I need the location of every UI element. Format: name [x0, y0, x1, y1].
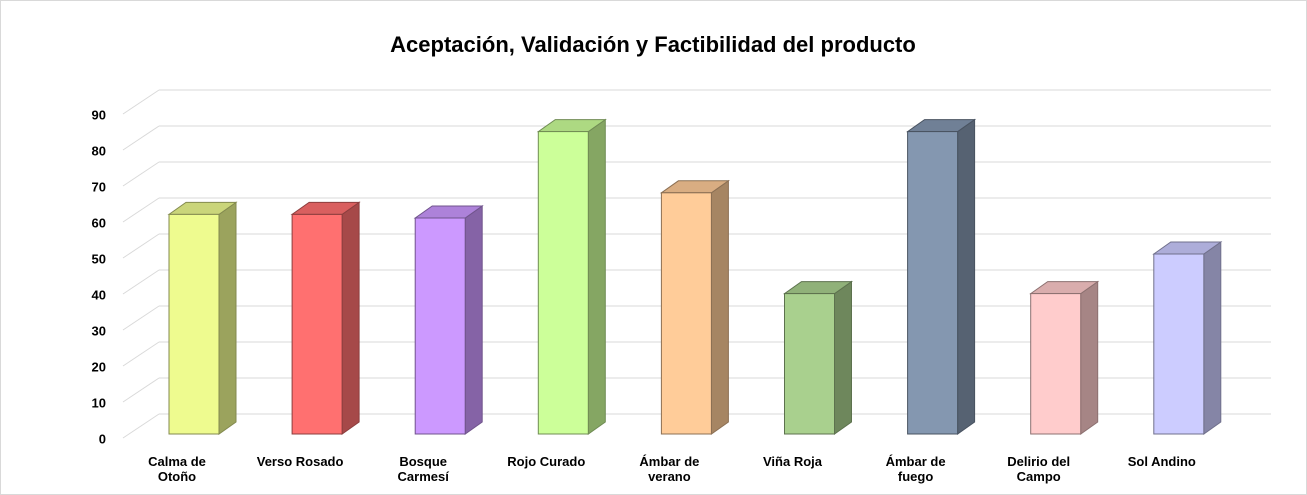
y-tick-label: 20 — [92, 359, 106, 374]
bar — [907, 131, 959, 435]
bar — [1030, 293, 1082, 435]
bar — [291, 213, 343, 435]
grid-line-side — [122, 125, 160, 151]
y-tick-label: 0 — [99, 431, 106, 446]
grid-line-side — [122, 377, 160, 403]
grid-line-side — [122, 413, 160, 439]
bar-side — [710, 179, 729, 435]
bar-side — [834, 280, 852, 435]
y-tick-label: 70 — [92, 179, 106, 194]
bar-side — [1080, 280, 1099, 435]
y-tick-label: 10 — [92, 395, 106, 410]
bar-side — [341, 201, 360, 435]
x-tick-label: Sol Andino — [1127, 454, 1196, 469]
x-tick-label: Ámbar de verano — [639, 454, 700, 484]
x-tick-label: Rojo Curado — [507, 454, 586, 469]
y-tick-label: 60 — [92, 215, 106, 230]
bar — [414, 217, 466, 435]
x-tick-label: Delirio del Campo — [1007, 454, 1071, 484]
grid-line-side — [122, 341, 160, 367]
bar-side — [587, 118, 606, 435]
x-tick-label: Viña Roja — [762, 454, 822, 469]
chart-title: Aceptación, Validación y Factibilidad de… — [390, 32, 916, 57]
grid-line-side — [122, 89, 160, 115]
grid-line-side — [122, 233, 160, 259]
bar — [1153, 253, 1205, 435]
y-tick-label: 30 — [92, 323, 106, 338]
y-tick-label: 80 — [92, 143, 106, 158]
x-tick-label: Bosque Carmesí — [397, 454, 449, 484]
bar — [168, 213, 220, 435]
x-tick-label: Calma de Otoño — [148, 454, 206, 484]
bar-side — [218, 201, 237, 435]
grid-line-side — [122, 269, 160, 295]
y-tick-label: 90 — [92, 107, 106, 122]
x-tick-label: Ámbar de fuego — [885, 454, 946, 484]
bar — [784, 293, 835, 435]
bar — [660, 192, 712, 435]
bar-side — [1203, 241, 1222, 435]
y-tick-label: 40 — [92, 287, 106, 302]
x-tick-label: Verso Rosado — [256, 454, 344, 469]
bar-side — [464, 205, 483, 435]
grid-line-side — [122, 197, 160, 223]
grid-line-side — [122, 161, 160, 187]
y-tick-label: 50 — [92, 251, 106, 266]
bar-side — [957, 118, 976, 435]
grid-line-side — [122, 305, 160, 331]
bar — [537, 131, 589, 435]
